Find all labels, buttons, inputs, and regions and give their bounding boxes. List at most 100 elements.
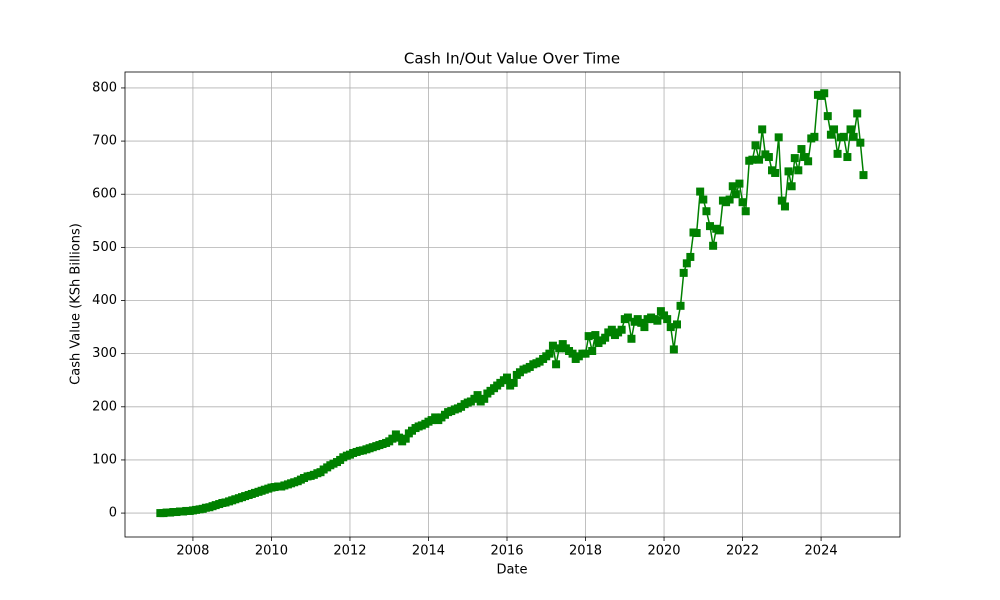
data-point	[607, 325, 616, 334]
x-tick-label: 2024	[805, 544, 838, 559]
x-tick-label: 2020	[647, 544, 680, 559]
data-point	[777, 196, 786, 205]
data-point	[810, 132, 819, 141]
data-point	[679, 268, 688, 277]
data-point	[558, 340, 567, 349]
data-point	[663, 315, 672, 324]
data-point	[503, 373, 512, 382]
data-point	[780, 202, 789, 211]
data-point	[653, 316, 662, 325]
data-point	[830, 125, 839, 134]
data-point	[692, 229, 701, 238]
data-point	[758, 125, 767, 134]
data-point	[771, 168, 780, 177]
data-point	[656, 307, 665, 316]
data-point	[794, 166, 803, 175]
data-point	[676, 301, 685, 310]
data-point	[696, 187, 705, 196]
y-tick-label: 600	[92, 187, 117, 202]
data-point	[401, 434, 410, 443]
data-point	[735, 179, 744, 188]
data-point	[784, 167, 793, 176]
x-tick-label: 2016	[490, 544, 523, 559]
y-tick-label: 0	[109, 506, 117, 521]
data-point	[686, 252, 695, 261]
data-point	[764, 153, 773, 162]
data-point	[699, 195, 708, 204]
data-point	[702, 207, 711, 216]
x-tick-label: 2018	[569, 544, 602, 559]
grid	[125, 72, 900, 537]
y-tick-label: 100	[92, 452, 117, 467]
data-point	[755, 155, 764, 164]
data-point	[774, 133, 783, 142]
data-point	[843, 153, 852, 162]
axes-frame	[124, 71, 901, 538]
data-point	[800, 153, 809, 162]
data-point	[581, 349, 590, 358]
data-point	[617, 325, 626, 334]
x-tick-label: 2008	[176, 544, 209, 559]
data-point	[509, 378, 518, 387]
data-point	[623, 313, 632, 322]
data-point	[388, 434, 397, 443]
data-point	[856, 138, 865, 147]
data-point	[859, 171, 868, 180]
data-point	[853, 109, 862, 118]
data-point	[849, 132, 858, 141]
plot-area	[156, 89, 868, 518]
data-point	[839, 132, 848, 141]
x-axis-label: Date	[496, 563, 527, 578]
data-point	[833, 149, 842, 158]
data-point	[715, 226, 724, 235]
data-point	[748, 155, 757, 164]
data-point	[741, 207, 750, 216]
data-point	[731, 190, 740, 199]
data-point	[568, 349, 577, 358]
x-tick-label: 2022	[726, 544, 759, 559]
data-point	[751, 141, 760, 150]
data-point	[552, 360, 561, 369]
x-tick-label: 2010	[255, 544, 288, 559]
data-point	[627, 334, 636, 343]
data-point	[804, 157, 813, 166]
data-point	[669, 345, 678, 354]
x-tick-label: 2014	[412, 544, 445, 559]
data-point	[790, 154, 799, 163]
chart-title: Cash In/Out Value Over Time	[404, 50, 620, 68]
data-point	[584, 332, 593, 341]
data-point	[787, 182, 796, 191]
data-point	[601, 333, 610, 342]
y-tick-label: 200	[92, 399, 117, 414]
data-point	[591, 331, 600, 340]
data-point	[640, 323, 649, 332]
data-point	[673, 320, 682, 329]
x-tick-label: 2012	[333, 544, 366, 559]
data-point	[846, 125, 855, 134]
y-axis-label: Cash Value (KSh Billions)	[69, 223, 84, 385]
data-point	[725, 195, 734, 204]
data-point	[480, 394, 489, 403]
data-point	[473, 391, 482, 400]
data-point	[637, 318, 646, 327]
y-tick-label: 300	[92, 346, 117, 361]
y-tick-label: 400	[92, 293, 117, 308]
data-point	[738, 198, 747, 207]
data-point	[548, 341, 557, 350]
data-point	[820, 89, 829, 98]
data-point	[705, 222, 714, 231]
y-tick-label: 500	[92, 240, 117, 255]
data-point	[588, 347, 597, 355]
data-point	[728, 182, 737, 191]
data-point	[666, 323, 675, 332]
y-tick-label: 800	[92, 80, 117, 95]
data-point	[545, 349, 554, 358]
data-point	[823, 112, 832, 121]
data-point	[797, 145, 806, 154]
data-point	[826, 130, 835, 139]
data-point	[682, 259, 691, 268]
data-point	[555, 344, 564, 353]
y-tick-label: 700	[92, 134, 117, 149]
data-point	[709, 241, 718, 250]
